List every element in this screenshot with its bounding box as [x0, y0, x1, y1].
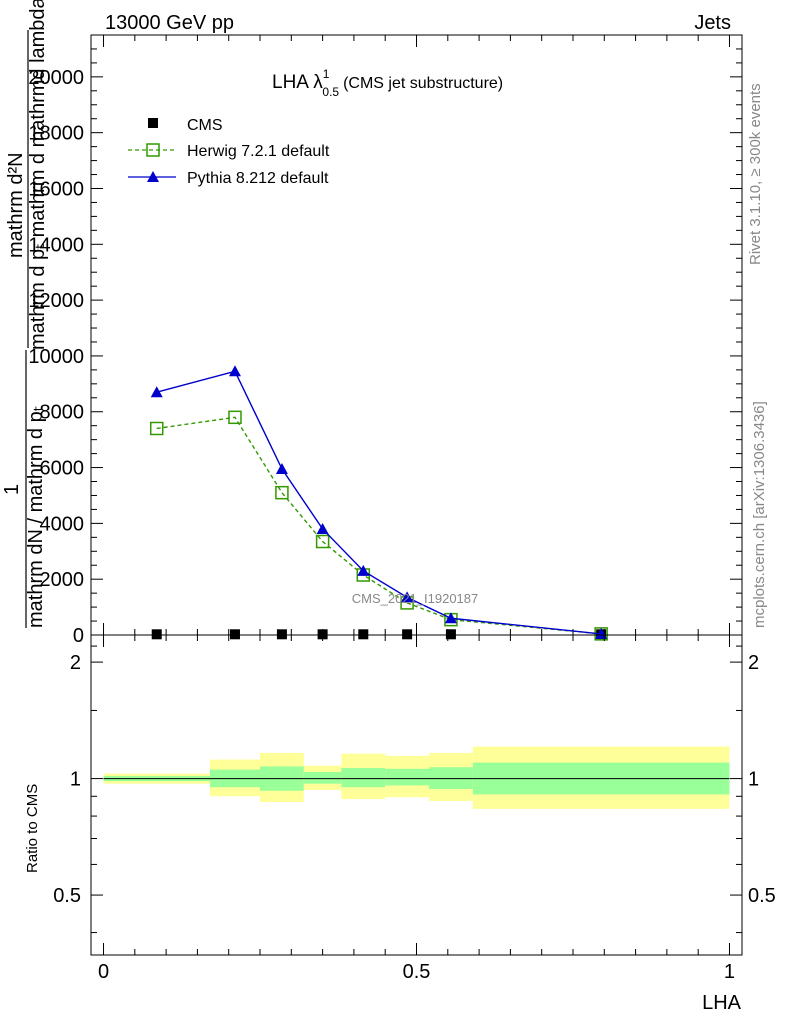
plot-title-suffix: (CMS jet substructure)	[343, 75, 503, 92]
ratio-x-ticks: 0 0.5 1	[98, 635, 735, 983]
plot-title-sub: 0.5	[322, 85, 339, 99]
legend-pythia-label: Pythia 8.212 default	[187, 170, 329, 187]
ratio-y-tick-label: 1	[70, 769, 81, 791]
main-y-tick-label: 20000	[28, 67, 84, 89]
pythia-data-point	[228, 365, 241, 377]
legend-cms-marker	[148, 118, 158, 128]
ratio-y-tick-label: 2	[70, 652, 81, 674]
main-y-tick-label: 16000	[28, 178, 84, 200]
main-y-tick-label: 12000	[28, 290, 84, 312]
ratio-panel: 0.5 0.51 12 2 0 0.5 1 Ratio to CMS LHA	[24, 634, 776, 1014]
ratio-y-tick-label-right: 2	[748, 652, 759, 674]
pythia-data-point	[444, 612, 457, 624]
herwig-data-point	[228, 410, 242, 425]
main-y-tick-label: 0	[73, 625, 84, 647]
ratio-y-label: Ratio to CMS	[24, 784, 41, 873]
herwig-data-point	[275, 485, 289, 500]
analysis-watermark: CMS_2021_I1920187	[352, 591, 479, 606]
legend-herwig-label: Herwig 7.2.1 default	[187, 143, 330, 160]
ratio-y-ticks: 0.5 0.5 1 1 2 2	[53, 645, 776, 934]
y-label-prefix-numerator: 1	[1, 484, 23, 495]
x-tick-label: 1	[724, 961, 735, 983]
ratio-green-band	[341, 767, 386, 788]
herwig-data-point	[149, 421, 164, 436]
ratio-bands	[103, 746, 730, 809]
cms-data-point	[276, 629, 287, 640]
mcplots-label: mcplots.cern.ch [arXiv:1306.3436]	[751, 401, 768, 628]
series-line-1	[156, 416, 602, 635]
rivet-label: Rivet 3.1.10, ≥ 300k events	[747, 83, 764, 265]
main-y-label: mathrm d²N mathrm d pₜ mathrm d mathrmd …	[1, 0, 49, 628]
cms-data-point	[445, 629, 456, 640]
main-series	[149, 365, 608, 641]
ratio-y-tick-label: 0.5	[53, 885, 81, 907]
main-panel: 0 2000 4000 6000 8000 10000 12000 14000 16000 180…	[1, 0, 743, 647]
x-tick-label: 0.5	[403, 961, 431, 983]
main-y-tick-label: 10000	[28, 346, 84, 368]
main-y-tick-label: 14000	[28, 234, 84, 256]
cms-data-point	[229, 629, 240, 640]
legend-herwig-marker	[146, 143, 160, 157]
pythia-data-point	[275, 462, 288, 474]
main-y-tick-label: 2000	[40, 569, 85, 591]
main-y-tick-label: 6000	[40, 458, 85, 480]
pythia-data-point	[357, 564, 370, 576]
y-label-denominator: mathrm d pₜ mathrm d mathrmd lambda	[27, 0, 49, 350]
legend: CMS Herwig 7.2.1 default Pythia 8.212 de…	[128, 117, 330, 187]
pythia-data-point	[401, 591, 414, 603]
legend-pythia-marker	[147, 171, 159, 182]
pythia-data-point	[316, 522, 329, 534]
cms-data-point	[151, 629, 162, 640]
ratio-green-band	[385, 768, 430, 786]
x-tick-label: 0	[98, 961, 109, 983]
ratio-y-tick-label-right: 1	[748, 769, 759, 791]
herwig-data-point	[315, 534, 330, 549]
main-y-tick-label: 8000	[40, 402, 85, 424]
ratio-y-tick-label-right: 0.5	[748, 885, 776, 907]
series-line-2	[156, 370, 602, 635]
plot-title-sup: 1	[323, 67, 330, 81]
cms-data-point	[402, 629, 413, 640]
pythia-data-point	[150, 386, 163, 398]
ratio-green-band	[303, 771, 342, 784]
x-axis-label: LHA	[702, 992, 742, 1014]
cms-data-point	[317, 629, 328, 640]
y-label-numerator: mathrm d²N	[5, 152, 27, 258]
main-y-tick-label: 4000	[40, 513, 85, 535]
plot-title-main: LHA λ	[272, 72, 323, 93]
plot-title: LHA λ1 0.5 (CMS jet substructure)	[272, 67, 503, 99]
header-energy-label: 13000 GeV pp	[105, 12, 234, 34]
legend-cms-label: CMS	[187, 117, 223, 134]
main-y-ticks: 0 2000 4000 6000 8000 10000 12000 14000 16000 180…	[28, 35, 742, 647]
y-label-prefix-denominator: mathrm dN / mathrm d pₜ	[25, 405, 47, 628]
header-process-label: Jets	[694, 12, 731, 34]
main-y-tick-label: 18000	[28, 123, 84, 145]
cms-data-point	[358, 629, 369, 640]
